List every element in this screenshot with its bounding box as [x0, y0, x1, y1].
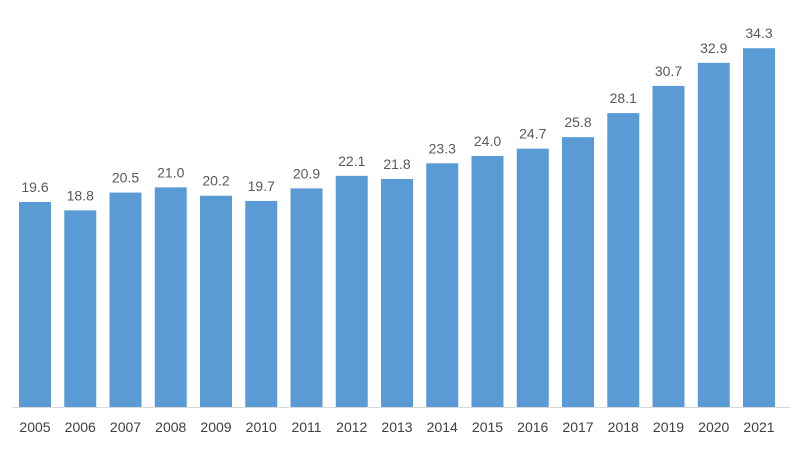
bar-2021: [743, 48, 775, 407]
x-tick-label-2014: 2014: [427, 419, 458, 435]
x-tick-labels-group: 2005 2006 2007 2008 2009 2010 2011 2012 2013 2014…: [19, 419, 774, 435]
bar-2007: [109, 192, 142, 407]
bar-2015: [471, 155, 504, 407]
x-tick-label-2015: 2015: [472, 419, 503, 435]
bar-2008: [154, 187, 187, 407]
x-tick-label-2006: 2006: [65, 419, 96, 435]
value-label-2013: 21.8: [383, 156, 410, 172]
value-label-2006: 18.8: [67, 187, 94, 203]
x-tick-label-2010: 2010: [246, 419, 277, 435]
value-labels-group: 19.6 18.8 20.5 21.0 20.2 19.7 20.9 22.1 21.8 23.3…: [21, 25, 772, 203]
x-tick-label-2016: 2016: [517, 419, 548, 435]
bar-2018: [607, 113, 640, 407]
value-label-2014: 23.3: [429, 140, 456, 156]
value-label-2007: 20.5: [112, 170, 139, 186]
value-label-2015: 24.0: [474, 133, 501, 149]
x-tick-label-2009: 2009: [200, 419, 231, 435]
x-tick-label-2017: 2017: [562, 419, 593, 435]
value-label-2020: 32.9: [700, 40, 727, 56]
bars-group: [19, 48, 775, 408]
bar-2013: [381, 178, 413, 407]
bar-2006: [64, 210, 97, 407]
x-tick-label-2013: 2013: [381, 419, 412, 435]
value-label-2012: 22.1: [338, 153, 365, 169]
value-label-2018: 28.1: [610, 90, 637, 106]
value-label-2019: 30.7: [655, 63, 682, 79]
x-tick-label-2012: 2012: [336, 419, 367, 435]
x-tick-label-2019: 2019: [653, 419, 684, 435]
x-tick-label-2007: 2007: [110, 419, 141, 435]
bar-2014: [426, 163, 459, 407]
value-label-2005: 19.6: [21, 179, 48, 195]
x-tick-label-2005: 2005: [19, 419, 50, 435]
bar-2010: [245, 200, 278, 407]
value-label-2011: 20.9: [293, 165, 320, 181]
value-label-2021: 34.3: [745, 25, 772, 41]
bar-2019: [652, 85, 685, 407]
x-tick-label-2020: 2020: [698, 419, 729, 435]
x-tick-label-2021: 2021: [743, 419, 774, 435]
bar-2012: [335, 175, 368, 407]
bar-2017: [562, 137, 594, 407]
value-label-2008: 21.0: [157, 164, 184, 180]
value-label-2016: 24.7: [519, 126, 546, 142]
x-tick-label-2018: 2018: [608, 419, 639, 435]
bar-2011: [290, 188, 323, 407]
value-label-2017: 25.8: [564, 114, 591, 130]
bar-2016: [516, 148, 549, 407]
bar-2009: [200, 195, 232, 407]
x-tick-label-2008: 2008: [155, 419, 186, 435]
x-tick-label-2011: 2011: [291, 419, 321, 435]
value-label-2010: 19.7: [248, 178, 275, 194]
bar-2020: [697, 62, 730, 408]
bar-2005: [19, 201, 51, 407]
value-label-2009: 20.2: [202, 173, 229, 189]
